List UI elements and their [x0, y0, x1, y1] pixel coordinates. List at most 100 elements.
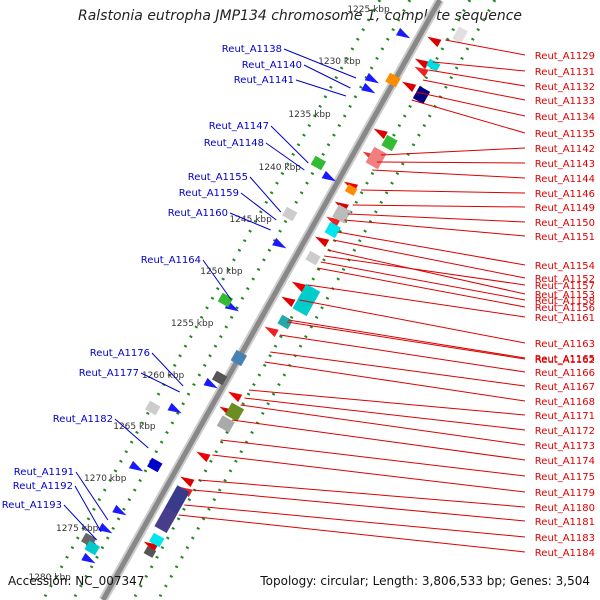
- dotted-guide-line: [131, 0, 472, 600]
- left-label-leader: [240, 192, 277, 221]
- forward-gene-arrow: [321, 170, 336, 182]
- gene-feature-box: [426, 58, 441, 72]
- right-label-leader: [299, 299, 526, 344]
- right-gene-label: Reut_A1135: [535, 129, 595, 140]
- right-label-leader: [231, 419, 526, 461]
- reverse-gene-arrow: [264, 326, 279, 338]
- forward-gene-arrow: [361, 82, 376, 94]
- accession-label: Accession: NC_007347: [8, 574, 145, 588]
- right-label-leader: [317, 267, 526, 308]
- right-label-leader: [198, 479, 526, 508]
- right-label-leader: [220, 439, 526, 477]
- right-gene-label: Reut_A1142: [535, 144, 595, 155]
- dotted-guide-line: [41, 0, 382, 600]
- right-label-leader: [244, 397, 526, 431]
- forward-gene-arrow: [203, 377, 218, 389]
- right-gene-label: Reut_A1179: [535, 488, 595, 499]
- gene-feature-box: [217, 292, 234, 308]
- left-label-leader: [229, 212, 271, 231]
- right-gene-label: Reut_A1174: [535, 456, 595, 467]
- left-label-leader: [249, 176, 282, 213]
- right-gene-label: Reut_A1129: [535, 51, 595, 62]
- left-gene-label: Reut_A1192: [13, 481, 73, 492]
- right-label-leader: [445, 39, 526, 56]
- right-label-leader: [270, 351, 526, 387]
- right-label-leader: [332, 239, 526, 279]
- right-gene-label: Reut_A1153: [535, 290, 595, 301]
- reverse-gene-arrow: [401, 81, 417, 93]
- right-label-leader: [212, 454, 526, 493]
- right-gene-label: Reut_A1131: [535, 67, 595, 78]
- right-label-leader: [411, 99, 526, 134]
- kbp-tick-label: 1260 kbp: [142, 371, 185, 381]
- right-gene-label: Reut_A1150: [535, 218, 595, 229]
- backbone-line: [100, 0, 442, 600]
- topology-summary: Topology: circular; Length: 3,806,533 bp…: [260, 574, 590, 588]
- gene-feature-box: [452, 26, 468, 44]
- right-label-leader: [240, 404, 526, 446]
- left-gene-label: Reut_A1164: [141, 255, 201, 266]
- gene-feature-box: [332, 204, 352, 224]
- reverse-gene-arrow: [180, 476, 195, 488]
- gene-feature-box: [281, 206, 298, 222]
- gene-feature-box: [385, 72, 401, 88]
- right-label-leader: [324, 255, 526, 286]
- left-label-leader: [295, 79, 347, 97]
- gene-feature-box: [292, 283, 321, 317]
- gene-feature-box: [149, 532, 165, 548]
- gene-feature-box: [143, 546, 157, 558]
- reverse-gene-arrow: [281, 296, 296, 308]
- left-gene-label: Reut_A1138: [222, 44, 282, 55]
- right-label-leader: [347, 213, 526, 223]
- forward-gene-arrow: [272, 237, 287, 249]
- forward-gene-arrow: [167, 402, 182, 414]
- right-label-leader: [264, 361, 526, 402]
- right-gene-label: Reut_A1143: [535, 159, 595, 170]
- right-gene-label: Reut_A1161: [535, 313, 595, 324]
- right-label-leader: [307, 284, 526, 318]
- kbp-tick-label: 1265 kbp: [113, 422, 156, 432]
- gene-feature-box: [164, 485, 190, 515]
- right-label-leader: [327, 249, 526, 295]
- kbp-tick-label: 1275 kbp: [56, 524, 99, 534]
- right-gene-label: Reut_A1149: [535, 203, 595, 214]
- right-gene-label: Reut_A1154: [535, 261, 595, 272]
- right-label-leader: [428, 69, 526, 87]
- reverse-gene-arrow: [373, 128, 388, 140]
- left-gene-label: Reut_A1140: [242, 60, 302, 71]
- right-label-leader: [432, 61, 526, 72]
- right-label-leader: [286, 321, 526, 360]
- left-gene-label: Reut_A1191: [14, 467, 74, 478]
- gene-feature-box: [305, 250, 321, 266]
- right-gene-label: Reut_A1166: [535, 368, 595, 379]
- gene-feature-box: [365, 146, 387, 170]
- gene-feature-box: [211, 370, 228, 386]
- forward-gene-arrow: [98, 522, 113, 534]
- left-label-leader: [283, 48, 357, 79]
- kbp-tick-label: 1250 kbp: [200, 267, 243, 277]
- left-label-leader: [265, 142, 305, 171]
- right-gene-label: Reut_A1133: [535, 96, 595, 107]
- right-gene-label: Reut_A1158: [535, 296, 595, 307]
- right-gene-label: Reut_A1184: [535, 548, 595, 559]
- right-gene-label: Reut_A1163: [535, 339, 595, 350]
- left-gene-label: Reut_A1148: [204, 138, 264, 149]
- right-gene-label: Reut_A1168: [535, 397, 595, 408]
- gene-feature-box: [147, 457, 163, 473]
- right-gene-label: Reut_A1151: [535, 232, 595, 243]
- right-label-leader: [184, 504, 526, 538]
- map-title: Ralstonia eutropha JMP134 chromosome 1, …: [77, 8, 522, 24]
- left-label-leader: [140, 372, 180, 393]
- right-label-leader: [416, 91, 526, 117]
- right-label-leader: [279, 334, 526, 373]
- forward-gene-arrow: [112, 504, 127, 516]
- right-gene-label: Reut_A1173: [535, 441, 595, 452]
- left-label-leader: [303, 64, 351, 89]
- left-label-leader: [270, 125, 309, 164]
- left-label-leader: [151, 352, 184, 387]
- kbp-tick-label: 1225 kbp: [347, 5, 390, 15]
- right-gene-label: Reut_A1156: [535, 303, 595, 314]
- gene-feature-box: [310, 155, 326, 171]
